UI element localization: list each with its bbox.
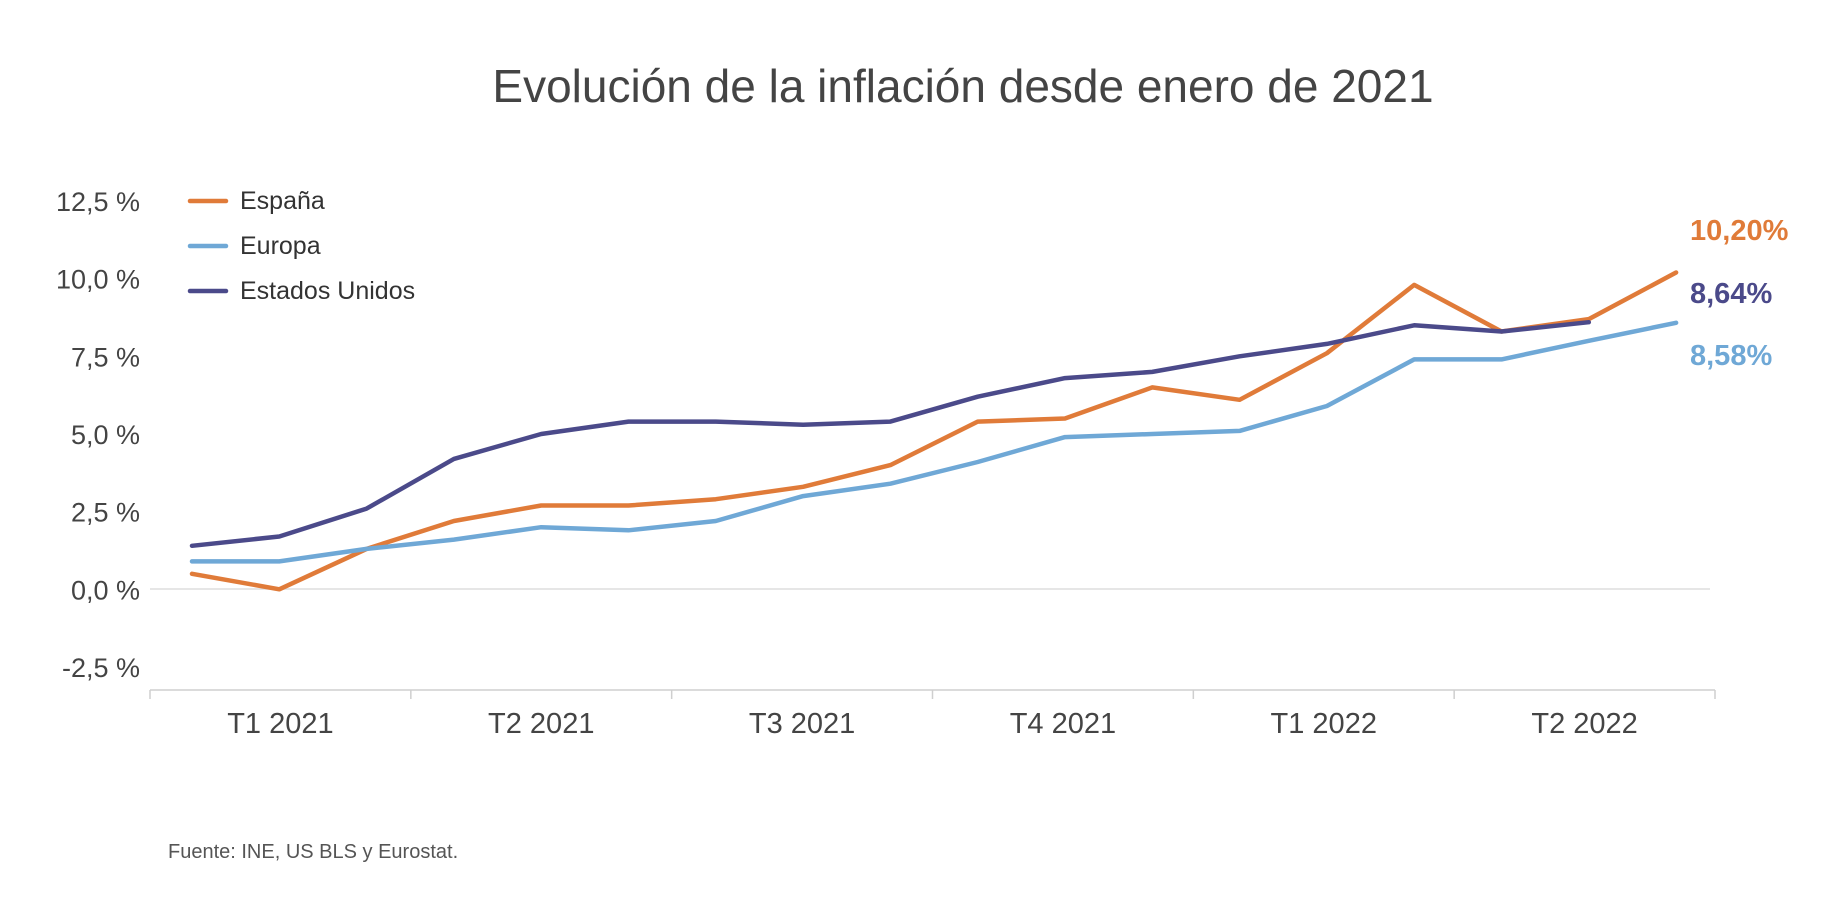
x-tick-label: T1 2021 bbox=[227, 708, 333, 740]
x-axis: T1 2021 T2 2021 T3 2021 T4 2021 T1 2022 T2 20… bbox=[149, 689, 1716, 740]
end-value-label: 8,58% bbox=[1690, 340, 1772, 372]
chart-title: Evolución de la inflación desde enero de… bbox=[492, 60, 1433, 112]
legend: España Europa Estados Unidos bbox=[187, 187, 415, 305]
y-tick-label: 2,5 % bbox=[71, 498, 140, 528]
x-tick-label: T3 2021 bbox=[749, 708, 855, 740]
series-lines bbox=[189, 270, 1679, 592]
x-tick-label: T2 2021 bbox=[488, 708, 594, 740]
x-tick-label: T1 2022 bbox=[1271, 708, 1377, 740]
y-tick-label: -2,5 % bbox=[62, 653, 140, 683]
series-line-espana bbox=[189, 270, 1679, 592]
series-line-estados-unidos bbox=[189, 319, 1592, 549]
y-tick-label: 0,0 % bbox=[71, 575, 140, 605]
legend-label: Europa bbox=[240, 232, 321, 260]
y-tick-label: 5,0 % bbox=[71, 420, 140, 450]
end-value-label: 10,20% bbox=[1690, 215, 1789, 247]
y-tick-label: 12,5 % bbox=[56, 187, 140, 217]
end-value-labels: 10,20% 8,64% 8,58% bbox=[1690, 215, 1789, 372]
x-tick-label: T2 2022 bbox=[1531, 708, 1637, 740]
y-tick-label: 10,0 % bbox=[56, 265, 140, 295]
end-value-label: 8,64% bbox=[1690, 278, 1772, 310]
y-axis-tick-labels: -2,5 % 0,0 % 2,5 % 5,0 % 7,5 % 10,0 % 12,5 % bbox=[56, 187, 140, 683]
legend-label: España bbox=[240, 187, 325, 215]
x-tick-label: T4 2021 bbox=[1010, 708, 1116, 740]
series-line-europa bbox=[189, 320, 1679, 564]
legend-label: Estados Unidos bbox=[240, 277, 415, 305]
y-tick-label: 7,5 % bbox=[71, 342, 140, 372]
source-note: Fuente: INE, US BLS y Eurostat. bbox=[168, 841, 458, 863]
